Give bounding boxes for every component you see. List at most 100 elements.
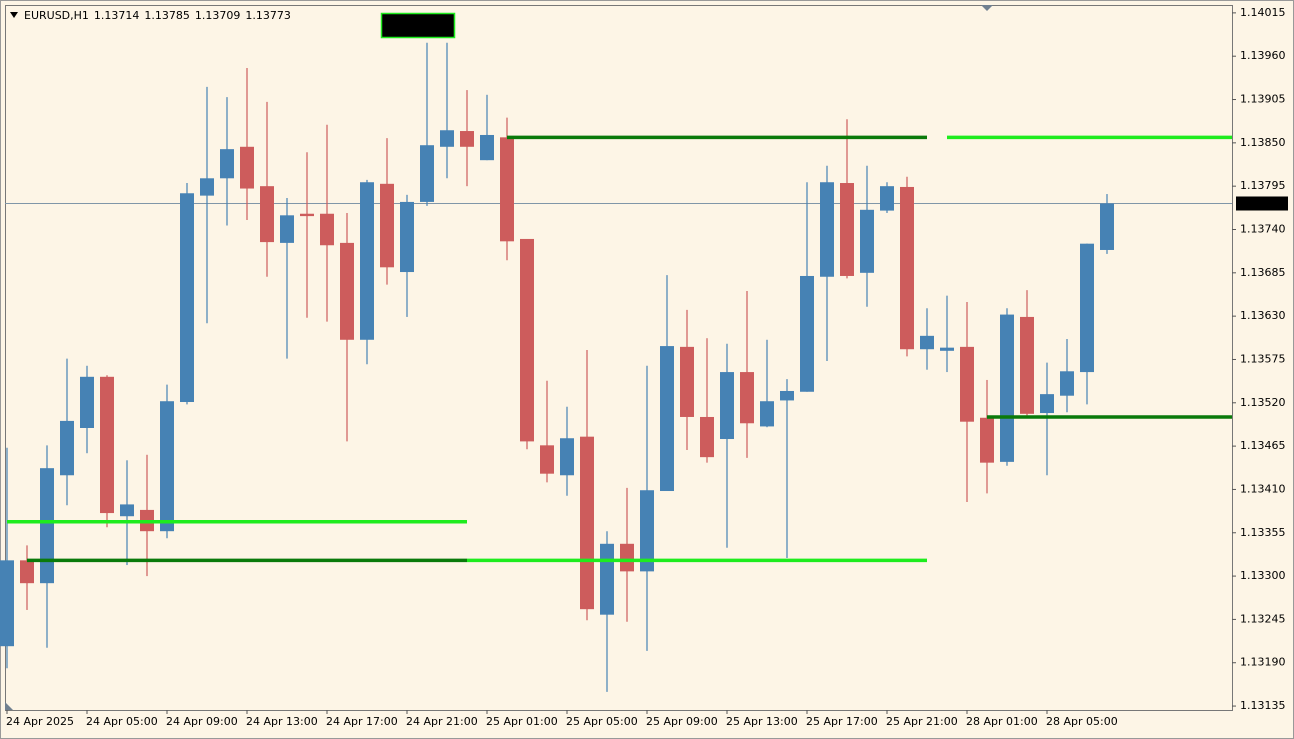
y-tick-label: 1.13135 bbox=[1240, 699, 1286, 712]
y-tick-label: 1.13740 bbox=[1240, 222, 1286, 235]
x-tick-label: 24 Apr 21:00 bbox=[406, 715, 478, 728]
y-tick-label: 1.14015 bbox=[1240, 6, 1286, 19]
header-value: 1.13785 bbox=[144, 9, 190, 22]
candle-body bbox=[760, 401, 774, 427]
y-tick-label: 1.13190 bbox=[1240, 656, 1286, 669]
candle-body bbox=[1100, 203, 1114, 250]
candle-body bbox=[420, 145, 434, 202]
candle-body bbox=[1000, 314, 1014, 462]
candle-body bbox=[840, 183, 854, 276]
y-tick-label: 1.13410 bbox=[1240, 482, 1286, 495]
candle-body bbox=[940, 347, 954, 351]
y-tick-label: 1.13355 bbox=[1240, 526, 1286, 539]
candle-body bbox=[300, 213, 314, 217]
candle-body bbox=[880, 186, 894, 211]
candle-body bbox=[340, 242, 354, 340]
y-tick-label: 1.13300 bbox=[1240, 569, 1286, 582]
y-tick-label: 1.13905 bbox=[1240, 93, 1286, 106]
candle-body bbox=[620, 543, 634, 572]
y-tick-label: 1.13850 bbox=[1240, 136, 1286, 149]
x-tick-label: 25 Apr 01:00 bbox=[486, 715, 558, 728]
candle-body bbox=[120, 504, 134, 517]
bank-level-button[interactable]: BankLv bbox=[380, 12, 456, 39]
candle-body bbox=[960, 346, 974, 422]
candle-body bbox=[0, 560, 14, 647]
candle-body bbox=[740, 372, 754, 424]
shift-marker bbox=[981, 5, 993, 11]
candle-body bbox=[80, 376, 94, 428]
x-tick-label: 25 Apr 05:00 bbox=[566, 715, 638, 728]
candle-body bbox=[180, 193, 194, 403]
candle-body bbox=[1020, 316, 1034, 414]
x-tick-label: 24 Apr 13:00 bbox=[246, 715, 318, 728]
candle-body bbox=[920, 335, 934, 350]
header: EURUSD,H1 1.13714 1.13785 1.13709 1.13773 bbox=[24, 9, 291, 22]
candle-body bbox=[860, 209, 874, 273]
candle-body bbox=[480, 134, 494, 161]
header-value: 1.13714 bbox=[94, 9, 140, 22]
candle-body bbox=[1080, 243, 1094, 373]
x-tick-label: 28 Apr 05:00 bbox=[1046, 715, 1118, 728]
candle-body bbox=[400, 201, 414, 273]
candle-body bbox=[820, 182, 834, 277]
x-tick-label: 24 Apr 09:00 bbox=[166, 715, 238, 728]
y-tick-label: 1.13575 bbox=[1240, 352, 1286, 365]
header-value: 1.13773 bbox=[245, 9, 291, 22]
x-tick-label: 25 Apr 21:00 bbox=[886, 715, 958, 728]
candle-body bbox=[100, 376, 114, 514]
y-tick-label: 1.13960 bbox=[1240, 49, 1286, 62]
y-tick-label: 1.13245 bbox=[1240, 612, 1286, 625]
candle-body bbox=[1060, 371, 1074, 396]
candle-body bbox=[40, 468, 54, 584]
candle-body bbox=[1040, 394, 1054, 414]
candle-body bbox=[220, 149, 234, 179]
candle-body bbox=[720, 372, 734, 440]
candle-body bbox=[60, 420, 74, 476]
candle-body bbox=[680, 346, 694, 417]
candle-body bbox=[500, 137, 514, 242]
x-tick-label: 25 Apr 09:00 bbox=[646, 715, 718, 728]
candle-body bbox=[560, 438, 574, 476]
candle-body bbox=[700, 416, 714, 458]
candle-body bbox=[260, 186, 274, 243]
candle-body bbox=[280, 215, 294, 243]
candle-body bbox=[440, 130, 454, 147]
symbol: EURUSD,H1 bbox=[24, 9, 89, 22]
candle-body bbox=[240, 146, 254, 189]
y-tick-label: 1.13795 bbox=[1240, 179, 1286, 192]
plot-frame bbox=[5, 5, 1233, 711]
candle-body bbox=[320, 213, 334, 246]
x-tick-label: 28 Apr 01:00 bbox=[966, 715, 1038, 728]
candle-body bbox=[200, 178, 214, 196]
x-tick-label: 25 Apr 17:00 bbox=[806, 715, 878, 728]
button-box bbox=[380, 12, 456, 39]
x-tick-label: 24 Apr 17:00 bbox=[326, 715, 398, 728]
candle-body bbox=[980, 417, 994, 463]
candle-body bbox=[580, 436, 594, 610]
candle-body bbox=[660, 346, 674, 492]
x-tick-label: 24 Apr 05:00 bbox=[86, 715, 158, 728]
candle-body bbox=[520, 238, 534, 442]
y-tick-label: 1.13630 bbox=[1240, 309, 1286, 322]
current-price-label: 1.13773 bbox=[1239, 197, 1285, 210]
collapse-icon[interactable] bbox=[10, 12, 18, 18]
y-tick-label: 1.13520 bbox=[1240, 396, 1286, 409]
candle-body bbox=[800, 275, 814, 392]
candle-body bbox=[540, 445, 554, 474]
candle-body bbox=[780, 390, 794, 401]
x-tick-label: 24 Apr 2025 bbox=[6, 715, 74, 728]
candle-body bbox=[160, 401, 174, 532]
x-tick-label: 25 Apr 13:00 bbox=[726, 715, 798, 728]
y-tick-label: 1.13465 bbox=[1240, 439, 1286, 452]
candle-body bbox=[900, 186, 914, 350]
candle-body bbox=[600, 543, 614, 615]
button-label[interactable]: BankLv bbox=[395, 19, 441, 32]
candle-body bbox=[460, 131, 474, 147]
candle-body bbox=[360, 182, 374, 340]
y-tick-label: 1.13685 bbox=[1240, 266, 1286, 279]
candle-body bbox=[640, 490, 654, 572]
header-value: 1.13709 bbox=[195, 9, 241, 22]
corner-marker bbox=[5, 702, 13, 710]
candle-body bbox=[380, 183, 394, 268]
